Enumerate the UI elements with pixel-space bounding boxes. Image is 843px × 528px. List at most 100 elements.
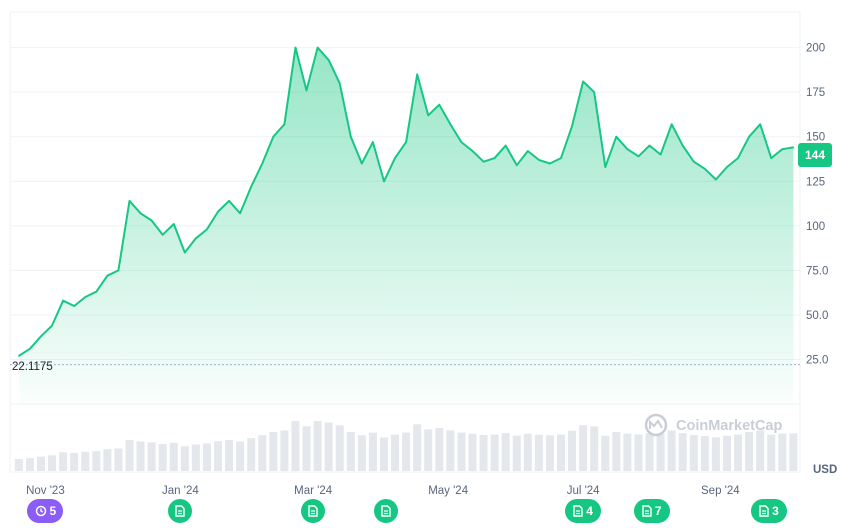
price-point (394, 157, 396, 159)
price-point (648, 144, 651, 147)
coinmarketcap-logo: CoinMarketCap (644, 413, 782, 437)
document-marker[interactable]: 4 (565, 499, 602, 523)
x-tick-label: Sep '24 (701, 485, 740, 497)
volume-bar (734, 434, 743, 471)
volume-bar (180, 446, 189, 471)
volume-bar (457, 432, 466, 471)
y-tick-label: 125 (806, 176, 825, 188)
volume-bar (225, 439, 234, 471)
volume-bar (711, 437, 720, 471)
volume-bar (590, 426, 599, 471)
price-point (416, 73, 419, 76)
price-point (161, 233, 164, 236)
y-tick-label: 150 (806, 132, 825, 144)
price-point (139, 212, 142, 215)
price-point (294, 46, 297, 49)
price-point (582, 80, 584, 83)
volume-bar (48, 455, 57, 471)
volume-bar (678, 433, 687, 471)
y-tick-label: 50.0 (806, 310, 828, 322)
x-axis-ticks: Nov '23 Jan '24 Mar '24 May '24 Jul '24 Sep '… (26, 485, 740, 497)
history-marker[interactable]: 5 (27, 499, 64, 523)
price-point (449, 123, 452, 126)
volume-bar (656, 434, 665, 471)
price-point (18, 355, 20, 357)
volume-bar (302, 426, 311, 471)
price-point (150, 219, 153, 222)
price-point (217, 210, 219, 213)
volume-bar (36, 456, 45, 471)
price-point (615, 135, 618, 138)
marker-count: 4 (586, 504, 593, 518)
price-point (626, 148, 629, 150)
volume-bar (645, 433, 654, 471)
volume-bar (258, 435, 267, 471)
x-tick-label: Jul '24 (567, 485, 600, 497)
price-point (516, 164, 518, 166)
price-point (361, 162, 363, 165)
price-point (106, 274, 109, 277)
volume-bar (789, 433, 798, 471)
volume-bar (202, 443, 211, 471)
volume-bar (722, 435, 731, 471)
price-point (206, 228, 208, 231)
volume-bar (391, 434, 400, 471)
price-point (128, 200, 131, 202)
marker-count: 3 (772, 504, 779, 518)
document-marker[interactable] (374, 499, 399, 523)
volume-bar (147, 442, 156, 471)
volume-bar (214, 441, 223, 471)
volume-bar (247, 438, 256, 471)
volume-bar (103, 449, 112, 471)
volume-bar (756, 430, 765, 471)
price-point (792, 146, 795, 149)
volume-bar (512, 435, 521, 471)
y-tick-label: 175 (806, 87, 825, 99)
price-point (73, 305, 75, 307)
price-point (272, 135, 275, 138)
volume-bar (191, 444, 200, 471)
volume-bar (700, 435, 709, 471)
price-point (184, 251, 186, 254)
volume-bar (402, 432, 411, 471)
volume-bar (568, 430, 577, 471)
price-point (84, 296, 86, 298)
marker-count: 5 (49, 504, 57, 518)
price-point (283, 123, 286, 126)
volume-bar (313, 421, 322, 471)
price-point (460, 141, 463, 143)
price-point (250, 185, 252, 188)
volume-bar (468, 433, 477, 471)
volume-bar (623, 433, 632, 471)
coinmarketcap-logo-icon (644, 413, 668, 437)
price-point (549, 162, 551, 165)
document-marker[interactable]: 7 (633, 499, 670, 523)
price-point (538, 159, 540, 161)
price-point (593, 91, 595, 93)
volume-bar (368, 432, 377, 471)
volume-bar (291, 421, 300, 471)
document-marker[interactable] (301, 499, 326, 523)
volume-bar (545, 435, 554, 471)
volume-bar (92, 451, 101, 471)
document-icon (308, 505, 318, 517)
price-point (704, 168, 706, 170)
price-point (527, 150, 529, 152)
price-point (338, 82, 341, 85)
document-marker[interactable]: 3 (751, 499, 788, 523)
document-marker[interactable] (168, 499, 193, 523)
document-icon (573, 505, 583, 517)
volume-bar (169, 442, 178, 471)
price-point (261, 162, 264, 165)
price-point (51, 324, 53, 327)
volume-bar (501, 433, 510, 471)
volume-bar (357, 435, 366, 471)
price-point (659, 153, 662, 156)
watermark: CoinMarketCap (676, 418, 782, 434)
y-tick-label: 75.0 (806, 265, 828, 277)
volume-bar (435, 428, 444, 471)
y-tick-label: 100 (806, 221, 825, 233)
price-point (228, 200, 230, 202)
start-price-label: 22.1175 (12, 361, 53, 373)
